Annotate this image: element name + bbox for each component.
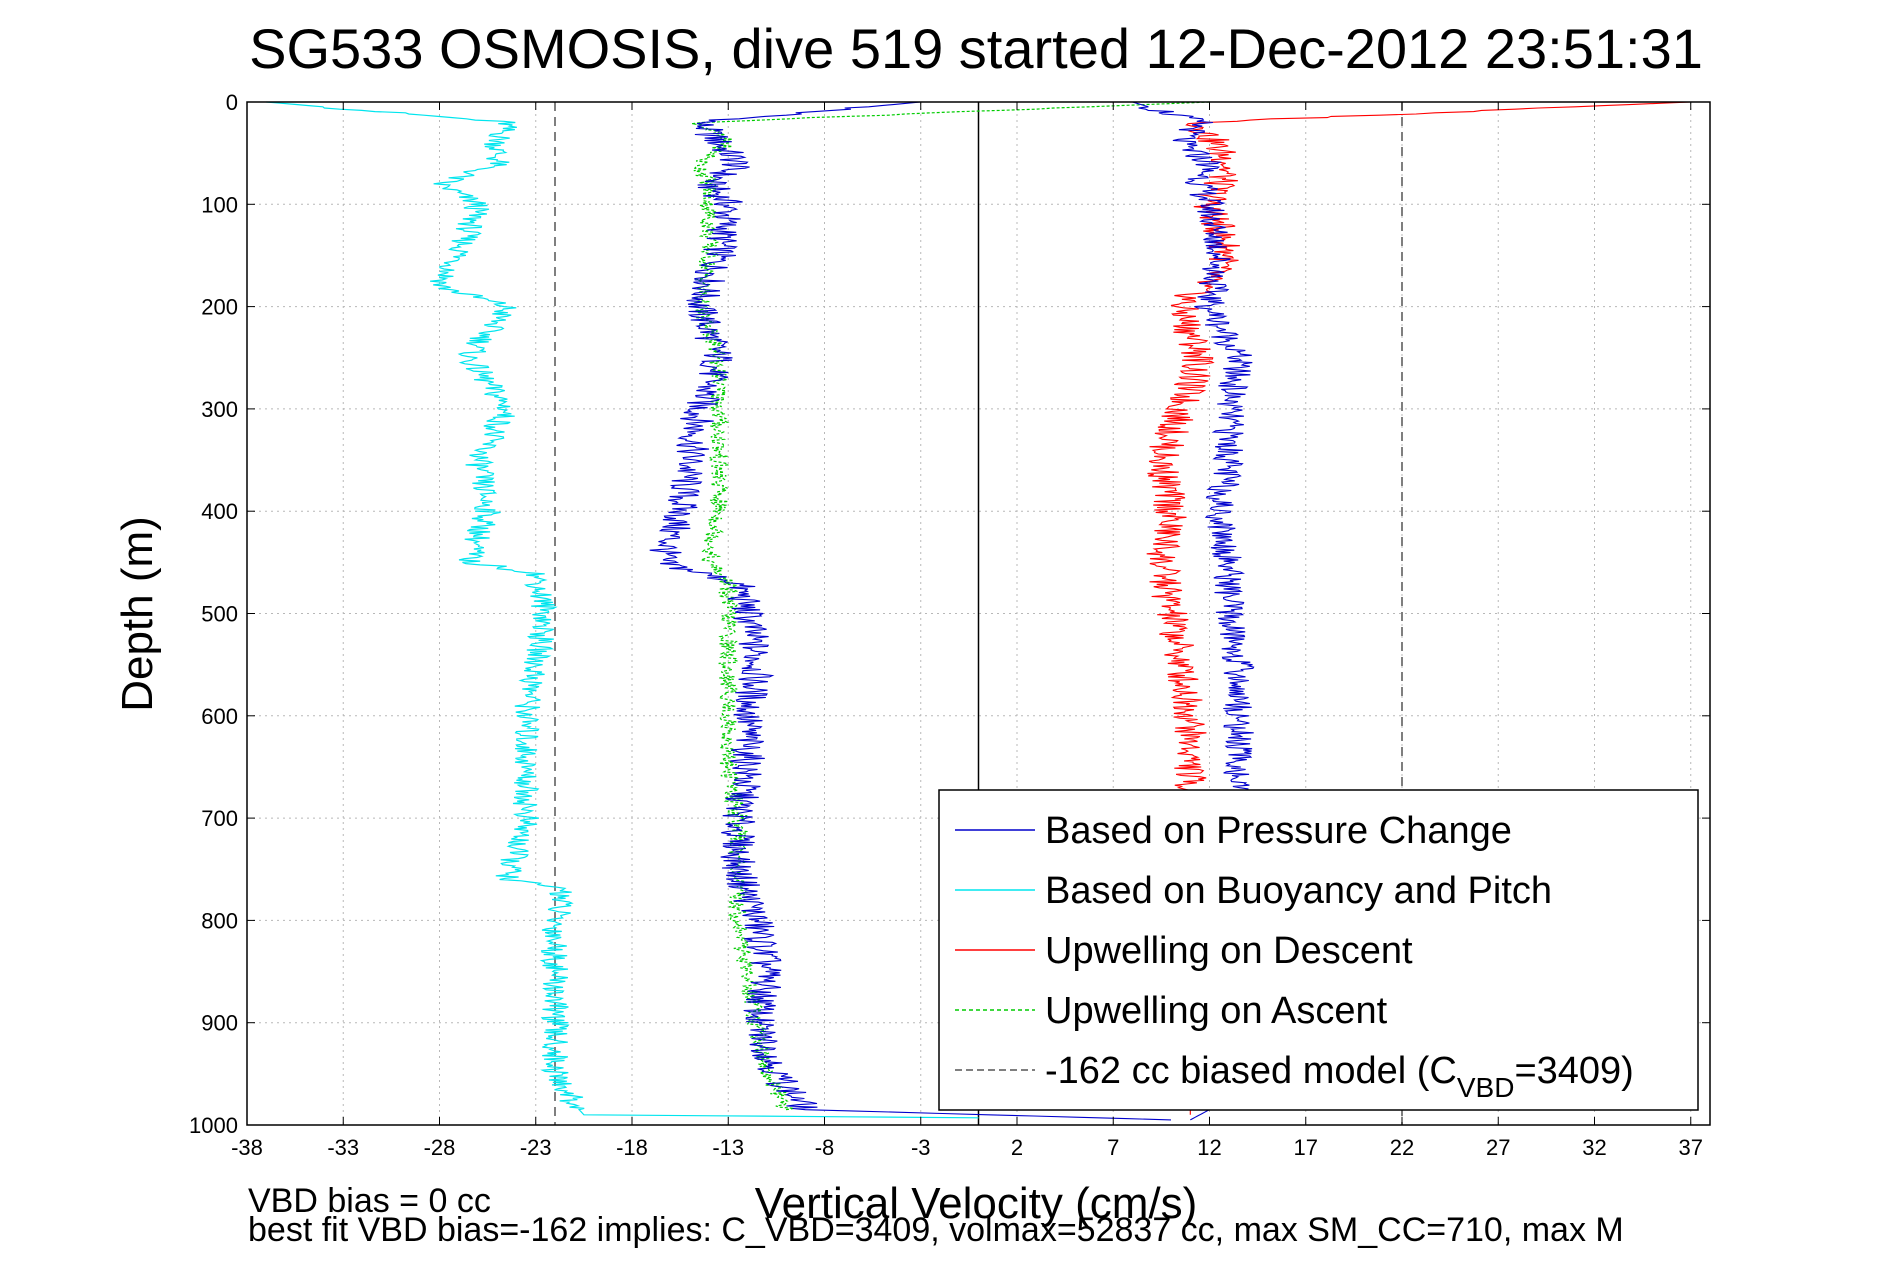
x-tick-label: -13 (712, 1135, 744, 1160)
x-tick-label: 7 (1107, 1135, 1119, 1160)
y-tick-label: 0 (226, 90, 238, 115)
legend-label: Upwelling on Ascent (1045, 990, 1388, 1032)
x-tick-label: -8 (815, 1135, 835, 1160)
pressure-change-descent-line (649, 101, 1172, 1121)
x-tick-label: 32 (1582, 1135, 1606, 1160)
x-axis-label: Vertical Velocity (cm/s) (755, 1179, 1198, 1228)
x-tick-label: -38 (231, 1135, 263, 1160)
y-tick-label: 1000 (189, 1113, 238, 1138)
x-tick-label: -3 (911, 1135, 931, 1160)
x-tick-label: 37 (1679, 1135, 1703, 1160)
y-tick-label: 200 (201, 295, 238, 320)
vbd-bias-note: VBD bias = 0 cc (248, 1182, 491, 1220)
x-tick-label: 17 (1294, 1135, 1318, 1160)
x-tick-label: -23 (520, 1135, 552, 1160)
x-tick-label: -33 (327, 1135, 359, 1160)
legend-label: Based on Buoyancy and Pitch (1045, 870, 1552, 912)
y-axis-label: Depth (m) (113, 516, 162, 712)
chart-title: SG533 OSMOSIS, dive 519 started 12-Dec-2… (249, 17, 1703, 80)
y-tick-label: 700 (201, 806, 238, 831)
y-tick-label: 500 (201, 602, 238, 627)
y-tick-label: 100 (201, 192, 238, 217)
y-tick-label: 800 (201, 908, 238, 933)
legend-label: Upwelling on Descent (1045, 930, 1413, 972)
buoyancy-pitch-line (266, 101, 979, 1119)
axis-ticks: -38 -33 -28 -23 -18 -13 -8 -3 2 7 12 17 22 27 32 370100… (189, 90, 1710, 1160)
y-tick-label: 600 (201, 704, 238, 729)
best-fit-note: best fit VBD bias=-162 implies: C_VBD=34… (248, 1211, 1624, 1249)
legend-box (938, 789, 1699, 1111)
legend-label: Based on Pressure Change (1045, 810, 1512, 852)
legend: Based on Pressure Change Based on Buoyanc… (938, 789, 1699, 1111)
x-tick-label: 12 (1197, 1135, 1221, 1160)
x-tick-label: 27 (1486, 1135, 1510, 1160)
x-tick-label: 22 (1390, 1135, 1414, 1160)
y-tick-label: 400 (201, 499, 238, 524)
y-tick-label: 300 (201, 397, 238, 422)
x-tick-label: -18 (616, 1135, 648, 1160)
x-tick-label: 2 (1011, 1135, 1023, 1160)
x-tick-label: -28 (424, 1135, 456, 1160)
y-tick-label: 900 (201, 1011, 238, 1036)
